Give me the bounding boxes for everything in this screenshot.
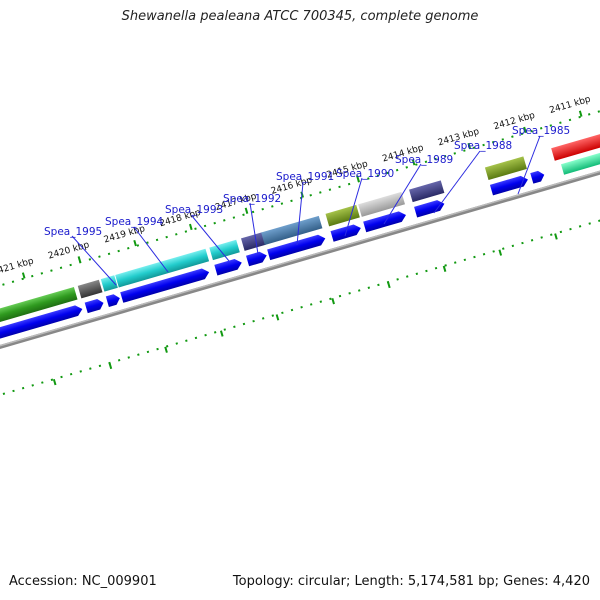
feature-block — [240, 232, 266, 251]
feature-block — [0, 286, 78, 327]
feature-block — [551, 131, 600, 161]
cds-arrow — [0, 305, 83, 340]
cds-arrow — [414, 200, 445, 218]
cds-arrow — [84, 298, 104, 314]
cds-arrow — [530, 170, 545, 184]
cds-arrow — [120, 268, 210, 303]
gene-label: Spea_1989 — [395, 154, 453, 166]
gene-label: Spea_1993 — [165, 204, 223, 216]
inner-major-ticks — [52, 233, 558, 386]
cds-arrow — [489, 175, 528, 196]
feature-block — [409, 180, 445, 203]
feature-block — [358, 191, 405, 217]
feature-blocks — [0, 131, 600, 327]
cds-arrow — [105, 294, 120, 307]
feature-block — [484, 156, 527, 181]
cds-arrow — [267, 234, 326, 261]
map-title: Shewanella pealeana ATCC 700345, complet… — [121, 9, 479, 24]
gene-label: Spea_1995 — [44, 226, 102, 238]
kbp-label: 2421 kbp — [0, 256, 35, 278]
cds-arrows — [0, 170, 545, 340]
gene-label: Spea_1985 — [512, 125, 570, 137]
kbp-label: 2420 kbp — [47, 240, 91, 262]
genome-summary-text: Topology: circular; Length: 5,174,581 bp… — [232, 574, 590, 589]
feature-block — [325, 204, 360, 227]
inner-tick-ring — [0, 206, 600, 398]
feature-block — [560, 148, 600, 175]
accession-text: Accession: NC_009901 — [9, 574, 157, 589]
gene-label: Spea_1992 — [223, 193, 281, 205]
gene-label: Spea_1991 — [276, 171, 334, 183]
cds-arrow — [214, 259, 242, 276]
cds-arrow — [363, 211, 407, 233]
outer-major-ticks — [21, 110, 583, 279]
gene-labels: Spea_1995 Spea_1994 Spea_1993 Spea_1992 … — [44, 125, 570, 286]
gene-label: Spea_1990 — [336, 168, 394, 180]
gene-label: Spea_1988 — [454, 140, 512, 152]
feature-block — [261, 215, 323, 246]
cds-arrow — [246, 251, 267, 267]
feature-block — [209, 239, 240, 261]
outer-tick-ring — [0, 105, 600, 297]
feature-block — [77, 279, 103, 299]
feature-block — [100, 275, 118, 292]
kbp-label: 2411 kbp — [548, 95, 592, 117]
feature-block — [115, 248, 210, 288]
gene-label: Spea_1994 — [105, 216, 164, 228]
map-strip: 2421 kbp 2420 kbp 2419 kbp 2418 kbp 2417… — [0, 95, 600, 398]
